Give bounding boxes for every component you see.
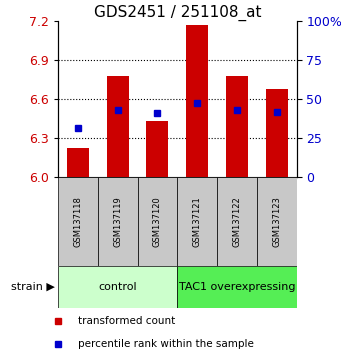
Bar <box>177 266 297 308</box>
Bar <box>147 121 168 177</box>
Text: GSM137118: GSM137118 <box>73 196 83 247</box>
Bar <box>107 76 129 177</box>
Text: GSM137123: GSM137123 <box>272 196 281 247</box>
Text: GSM137120: GSM137120 <box>153 196 162 247</box>
Bar <box>186 25 208 177</box>
Bar <box>226 76 248 177</box>
Title: GDS2451 / 251108_at: GDS2451 / 251108_at <box>93 5 261 21</box>
Bar <box>137 177 177 266</box>
Bar <box>257 177 297 266</box>
Text: transformed count: transformed count <box>78 316 176 326</box>
Text: GSM137122: GSM137122 <box>233 196 241 247</box>
Bar <box>58 266 177 308</box>
Bar <box>98 177 137 266</box>
Text: strain ▶: strain ▶ <box>11 282 55 292</box>
Bar <box>58 177 98 266</box>
Text: percentile rank within the sample: percentile rank within the sample <box>78 339 254 349</box>
Bar <box>266 89 288 177</box>
Text: TAC1 overexpressing: TAC1 overexpressing <box>179 282 295 292</box>
Bar <box>177 177 217 266</box>
Text: GSM137119: GSM137119 <box>113 196 122 247</box>
Bar <box>217 177 257 266</box>
Text: control: control <box>98 282 137 292</box>
Bar <box>67 148 89 177</box>
Text: GSM137121: GSM137121 <box>193 196 202 247</box>
